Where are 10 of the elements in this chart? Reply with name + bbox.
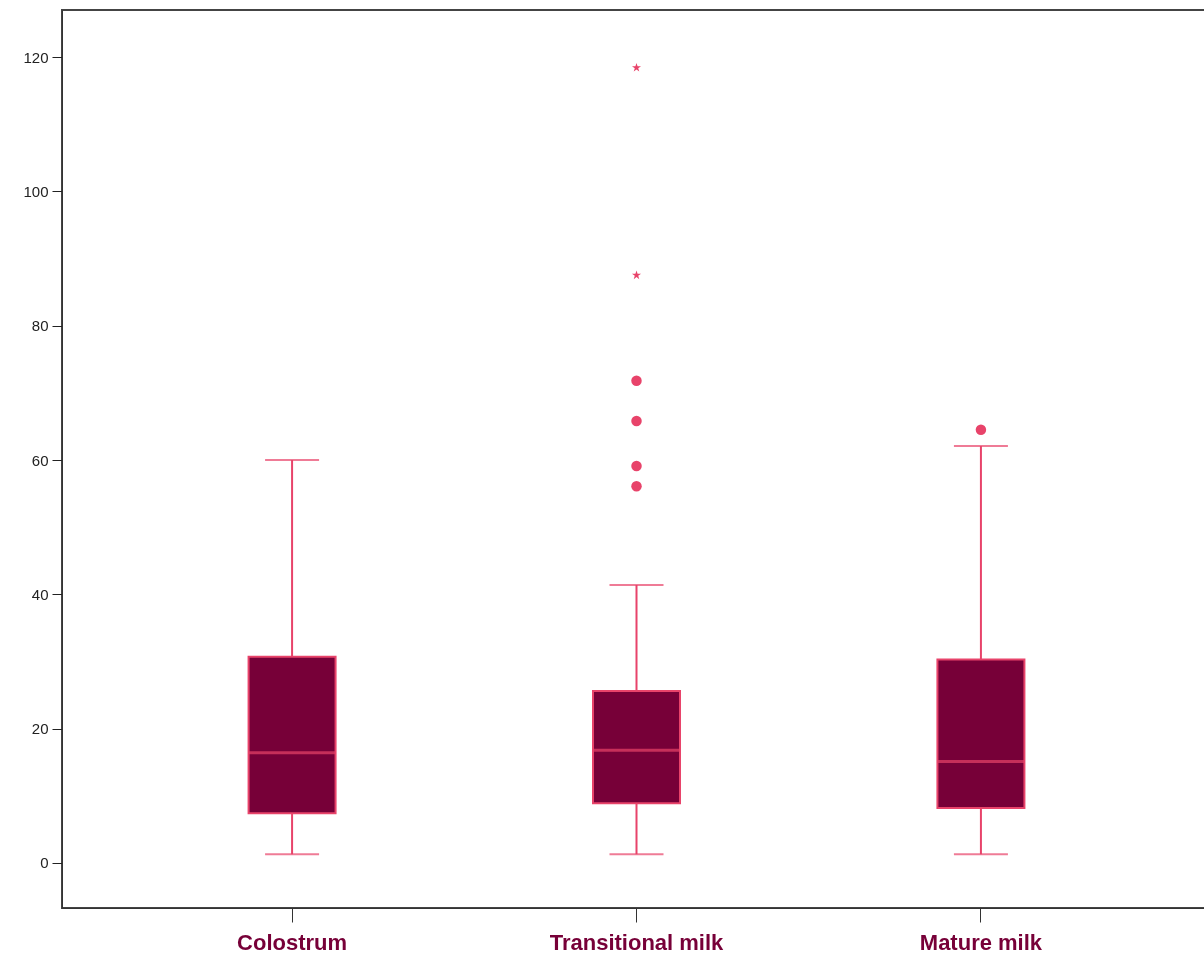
x-tick-label: Transitional milk (549, 929, 725, 955)
y-tick-label: 80 (31, 317, 49, 335)
x-tick-label: Mature milk (919, 929, 1043, 955)
y-tick-label: 0 (40, 854, 49, 872)
y-tick-label: 100 (23, 182, 49, 200)
y-tick-label: 60 (31, 451, 49, 469)
x-tick-label: Colostrum (237, 929, 348, 955)
y-tick-label: 20 (31, 720, 49, 738)
y-tick-label: 40 (31, 585, 49, 603)
y-tick-label: 120 (23, 48, 49, 66)
